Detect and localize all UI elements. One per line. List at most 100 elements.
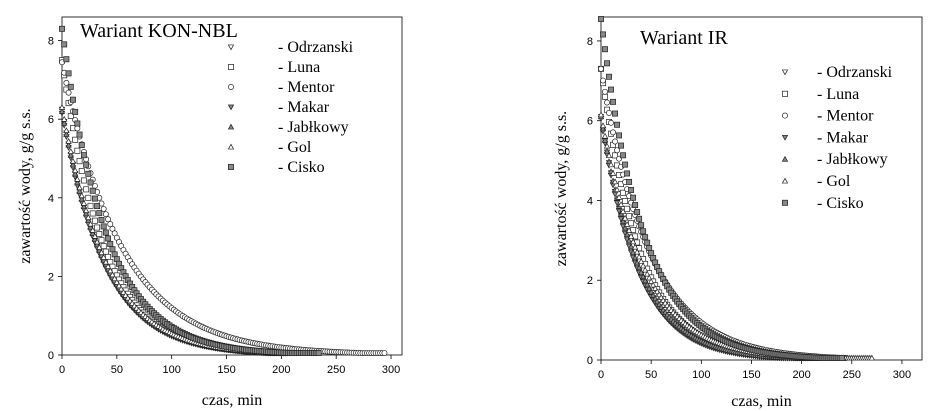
data-point <box>645 285 653 291</box>
data-point <box>78 195 85 202</box>
data-point <box>72 136 79 143</box>
data-point <box>109 246 116 253</box>
data-point <box>620 189 627 196</box>
data-point <box>603 142 611 149</box>
y-tick-label: 2 <box>587 275 593 287</box>
data-point <box>69 157 77 164</box>
data-point <box>628 187 635 193</box>
data-point <box>124 294 132 301</box>
legend-marker <box>227 104 235 111</box>
data-point <box>617 216 625 223</box>
legend: - Odrzanski - Luna - Mentor - Makar - Jabłko… <box>227 39 354 176</box>
data-point <box>102 258 110 265</box>
data-point <box>648 250 655 257</box>
data-point <box>89 187 96 194</box>
x-tick-label: 150 <box>742 369 760 381</box>
data-point <box>94 224 101 231</box>
data-point <box>107 241 114 247</box>
data-point <box>639 262 647 269</box>
data-point <box>87 202 94 209</box>
data-point <box>641 266 649 273</box>
data-point <box>65 141 72 148</box>
data-point <box>63 131 70 137</box>
data-point <box>96 210 103 217</box>
y-axis-title: zawartość wody, g/g s.s. <box>17 108 34 263</box>
data-point <box>78 168 85 175</box>
data-point <box>629 238 637 245</box>
legend-label: - Odrzanski <box>817 64 893 81</box>
x-tick-label: 50 <box>645 369 657 381</box>
data-point <box>87 179 94 186</box>
data-point <box>647 288 655 295</box>
data-point <box>60 115 68 122</box>
x-tick-label: 0 <box>598 369 604 381</box>
data-point <box>600 31 606 38</box>
legend-label: - Cisko <box>278 159 325 176</box>
data-point <box>69 161 77 168</box>
legend-marker <box>781 177 789 184</box>
x-tick-label: 200 <box>272 364 290 376</box>
x-tick-label: 100 <box>692 369 710 381</box>
data-point <box>611 178 619 185</box>
data-point <box>638 222 645 229</box>
data-point <box>635 253 643 260</box>
series-1 <box>58 106 300 357</box>
data-point <box>60 119 68 126</box>
data-point <box>601 132 609 139</box>
data-point <box>91 195 98 202</box>
data-point <box>85 170 92 177</box>
chart-title: Wariant KON-NBL <box>80 20 238 42</box>
data-point <box>615 208 623 215</box>
x-tick-label: 0 <box>59 364 65 376</box>
data-point <box>628 220 635 227</box>
data-point <box>622 198 629 204</box>
legend-label: - Gol <box>278 139 312 156</box>
data-point <box>612 138 618 145</box>
y-tick-label: 8 <box>48 36 54 48</box>
data-point <box>838 355 845 361</box>
data-point <box>100 205 107 212</box>
data-point <box>653 288 661 295</box>
data-point <box>85 214 92 220</box>
data-point <box>85 217 92 224</box>
data-point <box>74 179 81 186</box>
data-point <box>122 291 129 298</box>
data-point <box>80 177 87 184</box>
data-point <box>118 285 125 292</box>
data-point <box>614 147 621 154</box>
data-point <box>58 104 66 110</box>
x-axis-title: czas, min <box>202 392 262 409</box>
data-point <box>624 205 631 212</box>
plot-frame <box>61 16 403 356</box>
legend-label: - Jabłkowy <box>817 151 888 168</box>
data-point <box>89 229 96 236</box>
data-point <box>623 221 631 227</box>
series-2 <box>598 65 825 361</box>
x-tick-label: 100 <box>162 364 180 376</box>
data-point <box>604 60 610 67</box>
data-point <box>601 136 609 143</box>
data-point <box>102 248 109 255</box>
chart-panel-1: 0 50 100 150 200 250 300 0 2 4 6 8 czas, min zawartoś… <box>17 16 403 409</box>
data-point <box>67 148 74 154</box>
legend-label: - Luna <box>278 59 320 76</box>
data-point <box>602 46 608 53</box>
data-point <box>619 208 627 214</box>
data-point <box>599 122 607 129</box>
legend-marker <box>227 143 235 150</box>
data-point <box>107 221 114 228</box>
series-7 <box>59 25 322 356</box>
data-point <box>620 152 627 159</box>
data-point <box>607 161 615 168</box>
data-point <box>604 99 610 106</box>
data-point <box>621 214 629 221</box>
legend-marker <box>227 44 235 51</box>
data-point <box>58 108 66 114</box>
data-point <box>74 175 81 182</box>
data-point <box>71 170 79 177</box>
data-point <box>105 216 112 223</box>
data-point <box>615 193 623 200</box>
data-point <box>71 167 79 173</box>
data-point <box>111 275 118 282</box>
